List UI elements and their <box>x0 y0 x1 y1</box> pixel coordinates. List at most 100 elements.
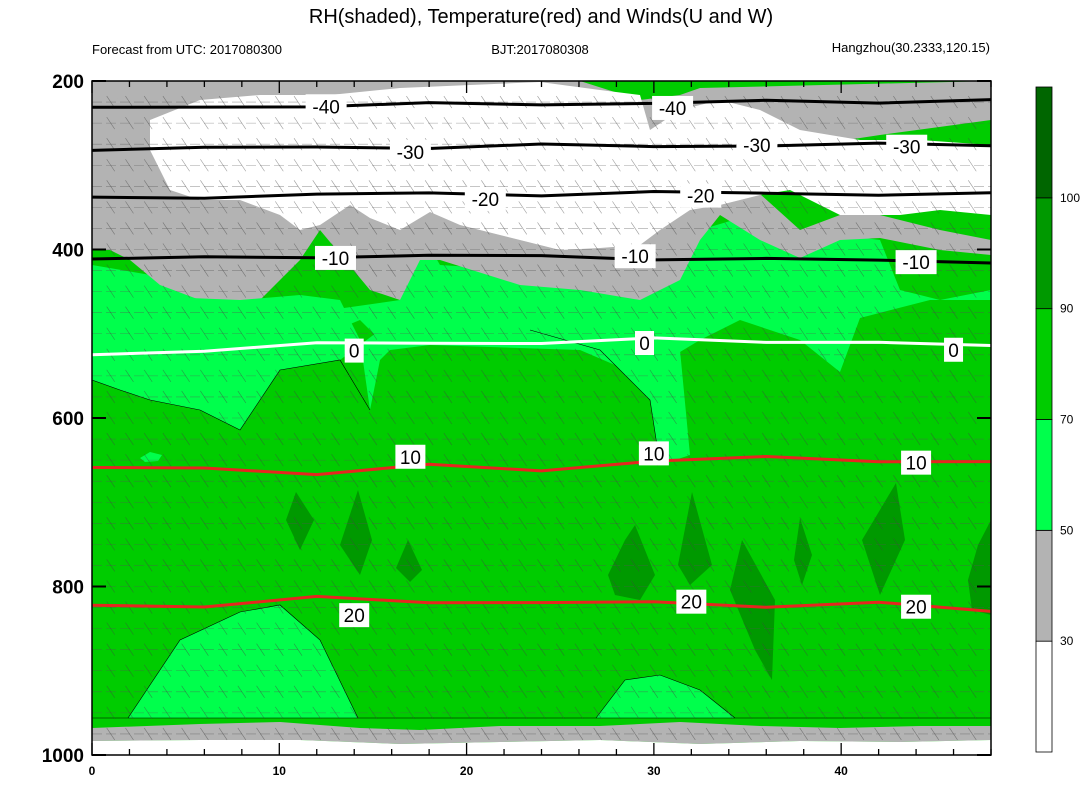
wind-barb <box>106 538 115 551</box>
wind-barb <box>668 706 677 720</box>
wind-barb <box>762 264 771 277</box>
wind-barb <box>237 538 247 551</box>
wind-barb <box>574 559 584 572</box>
wind-barb <box>968 432 977 446</box>
wind-barb <box>125 453 134 467</box>
wind-barb <box>162 264 172 277</box>
wind-barb <box>200 559 209 572</box>
wind-barb <box>200 643 209 656</box>
wind-barb <box>855 306 865 319</box>
wind-barb <box>668 390 677 404</box>
wind-barb <box>762 95 771 109</box>
wind-barb <box>481 285 490 298</box>
wind-barb <box>406 475 415 488</box>
wind-barb <box>106 390 115 404</box>
wind-barb <box>762 622 771 635</box>
wind-barb <box>443 706 453 720</box>
wind-barb <box>181 706 190 720</box>
wind-barb <box>293 348 303 361</box>
wind-barb <box>125 706 134 720</box>
wind-barb <box>237 643 247 656</box>
wind-barb <box>649 390 659 404</box>
wind-barb <box>836 180 846 193</box>
wind-barb <box>256 201 265 214</box>
wind-barb <box>687 285 696 298</box>
wind-barb <box>743 685 752 698</box>
wind-barb <box>331 622 340 635</box>
y-tick-label: 400 <box>52 241 84 262</box>
wind-barb <box>818 222 827 235</box>
wind-barb <box>143 180 153 193</box>
wind-barb <box>968 580 977 593</box>
wind-barb <box>443 580 453 593</box>
wind-barb <box>574 432 584 446</box>
wind-barb <box>555 327 565 340</box>
wind-barb <box>555 643 565 656</box>
wind-barb <box>949 538 958 551</box>
wind-barb <box>349 411 359 425</box>
wind-barb <box>518 180 528 193</box>
wind-barb <box>836 243 846 256</box>
wind-barb <box>275 475 284 488</box>
wind-barb <box>668 306 677 319</box>
wind-barb <box>949 622 958 635</box>
wind-barb <box>125 390 134 404</box>
wind-barb <box>443 517 453 530</box>
wind-barb <box>762 411 771 425</box>
wind-barb <box>200 685 209 698</box>
wind-barb <box>499 580 509 593</box>
wind-barb <box>649 138 659 151</box>
wind-barb <box>387 664 396 677</box>
colorbar-band <box>1035 419 1053 531</box>
wind-barb <box>780 517 790 530</box>
wind-barb <box>406 496 415 509</box>
wind-barb <box>218 559 228 572</box>
wind-barb <box>799 159 808 172</box>
wind-barb <box>724 411 734 425</box>
wind-barb <box>668 538 677 551</box>
wind-barb <box>574 538 584 551</box>
contour-label-box <box>614 244 656 269</box>
wind-barb <box>499 432 509 446</box>
wind-barb <box>893 369 902 383</box>
wind-barb <box>762 517 771 530</box>
wind-barb <box>743 222 752 235</box>
wind-barb <box>799 348 808 361</box>
wind-barb <box>406 243 415 256</box>
wind-barb <box>893 306 902 319</box>
wind-barb <box>349 306 359 319</box>
wind-barb <box>668 285 677 298</box>
wind-barb <box>518 264 528 277</box>
contour-label-box <box>901 450 932 475</box>
wind-barb <box>256 411 265 425</box>
rh-contour-lines <box>91 329 991 719</box>
wind-barb <box>724 222 734 235</box>
wind-barb <box>612 306 621 319</box>
wind-barb <box>387 222 396 235</box>
wind-barb <box>143 517 153 530</box>
wind-barb <box>649 538 659 551</box>
wind-barb <box>818 517 827 530</box>
wind-barb <box>293 159 303 172</box>
wind-barb <box>593 180 602 193</box>
wind-barb <box>874 432 883 446</box>
wind-barb <box>799 243 808 256</box>
wind-barb <box>293 264 303 277</box>
wind-barb <box>874 664 883 677</box>
wind-barb <box>143 475 153 488</box>
wind-barb <box>387 517 396 530</box>
wind-barb <box>687 475 696 488</box>
wind-barb <box>368 327 378 340</box>
wind-barb <box>874 243 883 256</box>
wind-barb <box>200 180 209 193</box>
wind-barb <box>818 559 827 572</box>
wind-barb <box>612 95 621 109</box>
rh-region-dark-7 <box>794 518 812 585</box>
wind-barb <box>911 643 921 656</box>
wind-barb <box>293 432 303 446</box>
wind-barb <box>424 243 434 256</box>
wind-barb <box>143 706 153 720</box>
wind-barb <box>818 685 827 698</box>
contour-label-box <box>464 186 506 211</box>
wind-barb <box>443 643 453 656</box>
